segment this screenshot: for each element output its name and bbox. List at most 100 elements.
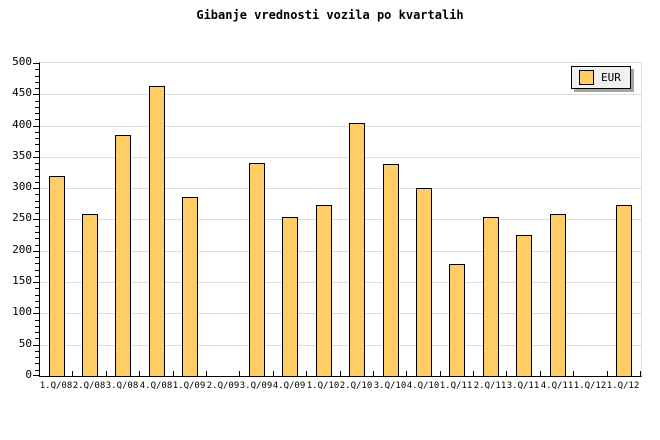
x-axis-tick [273, 371, 274, 376]
gridline [40, 219, 641, 220]
gridline [40, 345, 641, 346]
y-major-tick [33, 282, 39, 283]
bar [349, 123, 365, 376]
y-major-tick [33, 345, 39, 346]
y-axis-tick-label: 450 [12, 86, 32, 99]
y-minor-tick [35, 257, 39, 258]
y-major-tick [33, 313, 39, 314]
x-axis-tick-label: 3.Q/08 [105, 381, 139, 391]
bar [115, 135, 131, 376]
x-axis-tick [206, 371, 207, 376]
bar [149, 86, 165, 376]
y-minor-tick [35, 132, 39, 133]
y-major-tick [33, 251, 39, 252]
bar [383, 164, 399, 376]
y-minor-tick [35, 182, 39, 183]
x-axis-tick [306, 371, 307, 376]
chart-title: Gibanje vrednosti vozila po kvartalih [196, 8, 464, 22]
bar [182, 197, 198, 376]
y-minor-tick [35, 76, 39, 77]
plot-area [33, 62, 642, 377]
y-axis-tick-label: 350 [12, 149, 32, 162]
y-minor-tick [35, 201, 39, 202]
y-minor-tick [35, 88, 39, 89]
y-minor-tick [35, 232, 39, 233]
y-minor-tick [35, 69, 39, 70]
x-axis-tick [540, 371, 541, 376]
x-axis-tick [473, 371, 474, 376]
x-axis-tick-label: 3.Q/11 [506, 381, 540, 391]
y-minor-tick [35, 119, 39, 120]
y-major-tick [33, 94, 39, 95]
y-minor-tick [35, 245, 39, 246]
legend-box: EUR [571, 66, 631, 89]
y-minor-tick [35, 213, 39, 214]
y-major-tick [33, 126, 39, 127]
y-minor-tick [35, 238, 39, 239]
bar [249, 163, 265, 376]
y-minor-tick [35, 295, 39, 296]
y-major-tick [33, 63, 39, 64]
x-axis-tick-label: 4.Q/10 [406, 381, 440, 391]
y-major-tick [33, 188, 39, 189]
y-minor-tick [35, 144, 39, 145]
gridline [40, 188, 641, 189]
x-axis-tick-label: 3.Q/10 [373, 381, 407, 391]
x-axis-tick [173, 371, 174, 376]
x-axis-tick-label: 1.Q/12 [573, 381, 607, 391]
x-axis-tick-label: 4.Q/09 [272, 381, 306, 391]
x-axis-tick [573, 371, 574, 376]
x-axis-tick-label: 1.Q/11 [439, 381, 473, 391]
y-minor-tick [35, 332, 39, 333]
x-axis-tick-label: 4.Q/08 [139, 381, 173, 391]
y-axis-tick-label: 200 [12, 243, 32, 256]
y-minor-tick [35, 207, 39, 208]
y-minor-tick [35, 351, 39, 352]
y-minor-tick [35, 194, 39, 195]
y-axis-tick-label: 300 [12, 180, 32, 193]
y-minor-tick [35, 326, 39, 327]
x-axis-tick [640, 371, 641, 376]
gridline [40, 157, 641, 158]
y-minor-tick [35, 226, 39, 227]
y-minor-tick [35, 370, 39, 371]
x-axis-tick-label: 2.Q/11 [473, 381, 507, 391]
x-axis-tick [106, 371, 107, 376]
bar [282, 217, 298, 376]
gridline [40, 126, 641, 127]
x-axis-tick-label: 3.Q/09 [239, 381, 273, 391]
y-minor-tick [35, 320, 39, 321]
y-minor-tick [35, 176, 39, 177]
bar [316, 205, 332, 376]
x-axis-tick [72, 371, 73, 376]
y-major-tick [33, 375, 39, 376]
x-axis-tick-label: 1.Q/09 [172, 381, 206, 391]
y-minor-tick [35, 363, 39, 364]
y-minor-tick [35, 307, 39, 308]
y-minor-tick [35, 357, 39, 358]
bar [616, 205, 632, 376]
gridline [40, 282, 641, 283]
bar [449, 264, 465, 376]
x-axis-tick-label: 2.Q/10 [339, 381, 373, 391]
y-minor-tick [35, 113, 39, 114]
x-axis-labels: 1.Q/08 2.Q/08 3.Q/08 4.Q/08 1.Q/09 2.Q/09 3.Q/… [39, 381, 640, 395]
x-axis-tick [506, 371, 507, 376]
x-axis-tick-label: 1.Q/08 [39, 381, 73, 391]
gridline [40, 94, 641, 95]
x-axis-tick [239, 371, 240, 376]
y-major-tick [33, 219, 39, 220]
bar [49, 176, 65, 376]
bar [550, 214, 566, 376]
y-axis-labels: 0 50 100 150 200 250 300 350 400 450 500 [0, 55, 34, 381]
gridline [40, 313, 641, 314]
y-minor-tick [35, 82, 39, 83]
y-axis-tick-label: 250 [12, 211, 32, 224]
y-minor-tick [35, 101, 39, 102]
x-axis-tick [139, 371, 140, 376]
y-minor-tick [35, 338, 39, 339]
y-minor-tick [35, 107, 39, 108]
y-axis-tick-label: 0 [25, 368, 32, 381]
x-axis-tick-label: 1.Q/12 [606, 381, 640, 391]
bar [516, 235, 532, 376]
